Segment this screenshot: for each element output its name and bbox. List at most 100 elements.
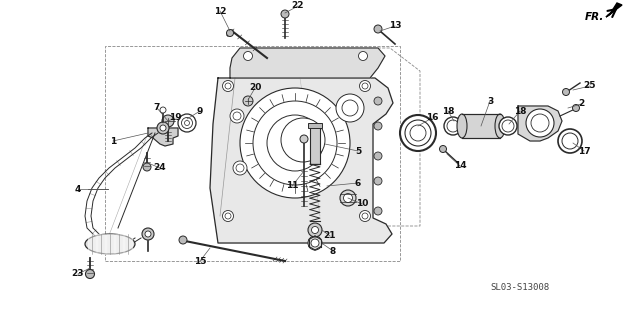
Circle shape xyxy=(563,88,570,95)
Circle shape xyxy=(179,236,187,244)
Text: 4: 4 xyxy=(75,185,81,193)
Bar xyxy=(462,114,500,138)
Text: 1: 1 xyxy=(110,137,116,145)
Text: 6: 6 xyxy=(355,179,361,187)
Circle shape xyxy=(358,52,367,60)
Circle shape xyxy=(143,163,151,171)
Polygon shape xyxy=(88,234,96,254)
Text: 10: 10 xyxy=(356,199,368,209)
Circle shape xyxy=(230,109,244,123)
Circle shape xyxy=(573,105,579,112)
Polygon shape xyxy=(124,234,132,254)
Circle shape xyxy=(526,109,554,137)
Circle shape xyxy=(362,83,368,89)
Text: 2: 2 xyxy=(578,100,584,108)
Circle shape xyxy=(374,25,382,33)
Ellipse shape xyxy=(457,114,467,138)
Circle shape xyxy=(223,210,234,222)
Circle shape xyxy=(336,94,364,122)
Circle shape xyxy=(281,118,325,162)
Circle shape xyxy=(374,122,382,130)
Circle shape xyxy=(562,133,578,149)
Text: 8: 8 xyxy=(330,246,336,256)
Circle shape xyxy=(225,83,231,89)
Bar xyxy=(310,126,320,164)
Circle shape xyxy=(240,88,350,198)
Circle shape xyxy=(405,120,431,146)
Circle shape xyxy=(531,114,549,132)
Text: 15: 15 xyxy=(194,257,206,265)
Text: 5: 5 xyxy=(355,147,361,155)
Circle shape xyxy=(300,135,308,143)
Text: 17: 17 xyxy=(578,147,590,155)
Circle shape xyxy=(502,120,514,132)
Text: 11: 11 xyxy=(285,181,298,191)
Circle shape xyxy=(160,125,166,131)
Circle shape xyxy=(243,96,253,106)
Circle shape xyxy=(312,227,319,234)
Polygon shape xyxy=(518,106,562,141)
Circle shape xyxy=(86,270,95,278)
Circle shape xyxy=(558,129,582,153)
Text: 3: 3 xyxy=(487,96,493,106)
Ellipse shape xyxy=(495,114,505,138)
Circle shape xyxy=(410,125,426,141)
Text: 14: 14 xyxy=(454,161,467,171)
Circle shape xyxy=(308,236,322,250)
Circle shape xyxy=(374,152,382,160)
Text: 21: 21 xyxy=(324,232,336,240)
Text: 16: 16 xyxy=(426,113,438,123)
Circle shape xyxy=(440,145,447,153)
Text: 19: 19 xyxy=(169,113,181,123)
Circle shape xyxy=(311,239,319,247)
Text: 20: 20 xyxy=(249,83,261,93)
Circle shape xyxy=(444,117,462,135)
Bar xyxy=(308,123,322,128)
Circle shape xyxy=(162,115,174,127)
Circle shape xyxy=(225,213,231,219)
Circle shape xyxy=(374,97,382,105)
Circle shape xyxy=(182,118,193,129)
Polygon shape xyxy=(210,78,393,243)
Circle shape xyxy=(157,122,169,134)
Circle shape xyxy=(342,100,358,116)
Polygon shape xyxy=(148,128,178,146)
Circle shape xyxy=(362,213,368,219)
Circle shape xyxy=(267,115,323,171)
Circle shape xyxy=(374,207,382,215)
Circle shape xyxy=(360,81,371,92)
Polygon shape xyxy=(106,234,114,254)
Circle shape xyxy=(447,120,459,132)
Text: 18: 18 xyxy=(514,106,526,116)
Bar xyxy=(105,46,400,261)
Ellipse shape xyxy=(85,234,135,254)
Circle shape xyxy=(281,10,289,18)
Text: 25: 25 xyxy=(584,82,596,90)
Circle shape xyxy=(400,115,436,151)
Circle shape xyxy=(283,131,307,155)
Circle shape xyxy=(374,177,382,185)
Circle shape xyxy=(308,223,322,237)
Text: 9: 9 xyxy=(197,106,203,116)
Text: 12: 12 xyxy=(214,7,227,15)
Circle shape xyxy=(344,193,353,203)
Circle shape xyxy=(227,29,234,37)
Polygon shape xyxy=(115,234,123,254)
Circle shape xyxy=(360,210,371,222)
Circle shape xyxy=(223,81,234,92)
Polygon shape xyxy=(230,48,385,78)
Text: 7: 7 xyxy=(154,104,160,112)
Text: 13: 13 xyxy=(388,21,401,31)
Text: 18: 18 xyxy=(442,106,454,116)
Circle shape xyxy=(145,231,151,237)
Circle shape xyxy=(236,164,244,172)
Circle shape xyxy=(340,190,356,206)
Circle shape xyxy=(243,52,253,60)
Circle shape xyxy=(233,161,247,175)
Circle shape xyxy=(184,120,189,125)
Text: 23: 23 xyxy=(72,270,84,278)
Text: 24: 24 xyxy=(154,163,166,173)
Polygon shape xyxy=(97,234,105,254)
Polygon shape xyxy=(606,3,622,17)
Circle shape xyxy=(160,107,166,113)
